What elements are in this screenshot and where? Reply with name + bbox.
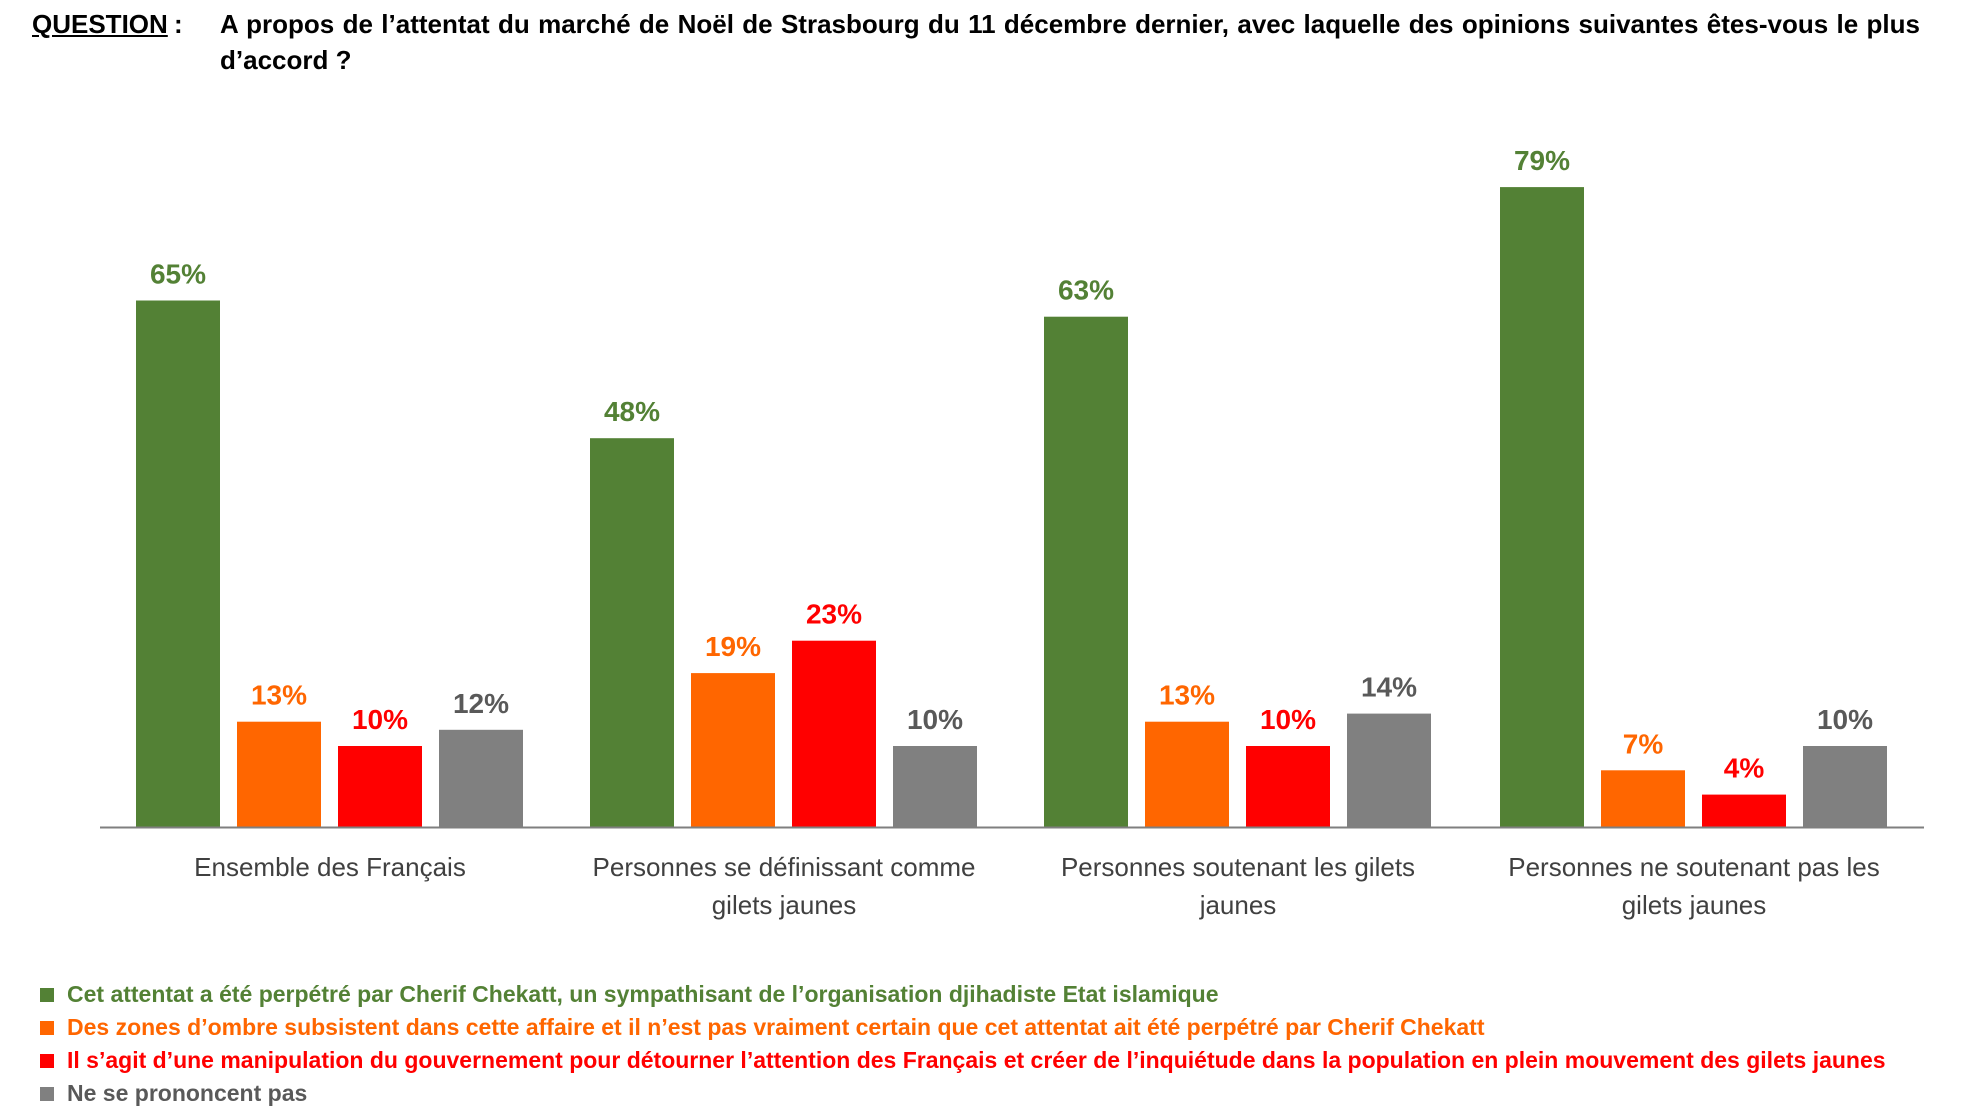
bar-s2-c3: [1145, 721, 1229, 827]
chart-legend: Cet attentat a été perpétré par Cherif C…: [40, 978, 1960, 1110]
bar-s4-c3: [1347, 713, 1431, 827]
legend-item-4: Ne se prononcent pas: [40, 1077, 1960, 1110]
data-label-s4-c1: 12%: [453, 688, 509, 719]
data-label-s2-c1: 13%: [251, 680, 307, 711]
bar-s4-c4: [1803, 746, 1887, 827]
category-label-3: Personnes soutenant les gilets jaunes: [1061, 852, 1415, 920]
bar-s1-c4: [1500, 187, 1584, 828]
data-label-s1-c1: 65%: [150, 259, 206, 290]
data-label-s1-c2: 48%: [604, 396, 660, 427]
legend-swatch-2: [40, 1020, 54, 1035]
data-label-s1-c3: 63%: [1058, 275, 1114, 306]
bar-s2-c1: [237, 721, 321, 827]
category-label-2: Personnes se définissant comme gilets jau…: [593, 852, 976, 920]
legend-item-1: Cet attentat a été perpétré par Cherif C…: [40, 978, 1960, 1011]
bar-s1-c1: [136, 300, 220, 827]
question-colon: :: [174, 9, 183, 39]
legend-swatch-3: [40, 1053, 54, 1068]
data-label-s4-c2: 10%: [907, 704, 963, 735]
bar-s4-c1: [439, 729, 523, 827]
legend-label-3: Il s’agit d’une manipulation du gouverne…: [67, 1047, 1886, 1073]
bar-s2-c4: [1601, 770, 1685, 827]
bar-s4-c2: [893, 746, 977, 827]
bar-s1-c2: [590, 438, 674, 827]
bar-s3-c3: [1246, 746, 1330, 827]
legend-swatch-1: [40, 987, 54, 1002]
legend-label-4: Ne se prononcent pas: [67, 1080, 308, 1106]
data-label-s3-c3: 10%: [1260, 704, 1316, 735]
bar-s2-c2: [691, 673, 775, 827]
data-label-s2-c2: 19%: [705, 631, 761, 662]
data-label-s1-c4: 79%: [1514, 145, 1570, 176]
bar-chart: 65% 48% 63% 79% 13% 19% 13% 7% 10% 23% 10% 4% 12% 10%…: [100, 145, 1924, 920]
data-label-s2-c3: 13%: [1159, 680, 1215, 711]
question-label: QUESTION: [32, 9, 168, 39]
legend-label-2: Des zones d’ombre subsistent dans cette …: [67, 1014, 1485, 1040]
bar-s3-c1: [338, 746, 422, 827]
data-label-s3-c4: 4%: [1724, 753, 1765, 784]
category-label-1: Ensemble des Français: [194, 852, 466, 882]
legend-label-1: Cet attentat a été perpétré par Cherif C…: [67, 981, 1219, 1007]
legend-swatch-4: [40, 1086, 54, 1101]
data-label-s4-c3: 14%: [1361, 672, 1417, 703]
data-label-s3-c1: 10%: [352, 704, 408, 735]
legend-item-3: Il s’agit d’une manipulation du gouverne…: [40, 1044, 1960, 1077]
legend-item-2: Des zones d’ombre subsistent dans cette …: [40, 1011, 1960, 1044]
category-label-4: Personnes ne soutenant pas les gilets jau…: [1508, 852, 1879, 920]
data-label-s2-c4: 7%: [1623, 728, 1664, 759]
bar-s1-c3: [1044, 316, 1128, 827]
data-label-s3-c2: 23%: [806, 599, 862, 630]
data-label-s4-c4: 10%: [1817, 704, 1873, 735]
question-text: A propos de l’attentat du marché de Noël…: [220, 9, 1920, 75]
bar-s3-c2: [792, 640, 876, 827]
bar-s3-c4: [1702, 794, 1786, 827]
